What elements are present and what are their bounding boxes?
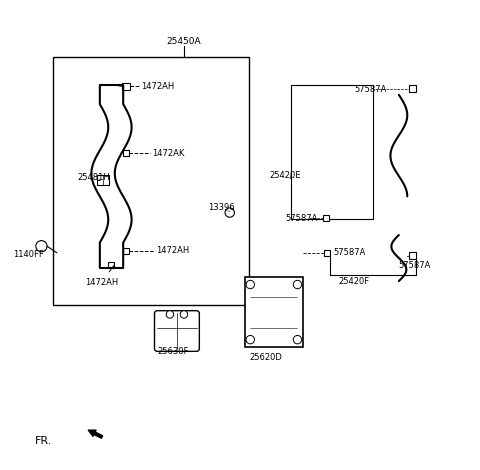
Text: 1472AH: 1472AH xyxy=(156,246,190,255)
Bar xyxy=(409,252,416,259)
Text: 1472AH: 1472AH xyxy=(141,82,174,91)
Text: 1472AK: 1472AK xyxy=(152,149,184,158)
Bar xyxy=(323,215,329,221)
Bar xyxy=(122,83,130,90)
Bar xyxy=(291,86,373,219)
Text: 57587A: 57587A xyxy=(398,261,430,270)
Bar xyxy=(108,262,114,268)
Text: 13396: 13396 xyxy=(208,204,235,212)
Circle shape xyxy=(166,311,174,318)
Circle shape xyxy=(246,280,254,289)
Text: FR.: FR. xyxy=(35,436,52,446)
Text: 25481H: 25481H xyxy=(77,173,110,182)
Text: 57587A: 57587A xyxy=(286,214,318,223)
Text: 25630F: 25630F xyxy=(157,347,189,356)
Circle shape xyxy=(293,280,301,289)
Text: 1472AH: 1472AH xyxy=(85,278,118,287)
FancyBboxPatch shape xyxy=(155,311,199,352)
Text: 1140FF: 1140FF xyxy=(13,250,44,259)
Bar xyxy=(96,175,108,186)
Circle shape xyxy=(225,208,234,217)
Bar xyxy=(53,57,249,305)
Circle shape xyxy=(36,241,47,252)
Text: 25420F: 25420F xyxy=(338,277,369,286)
Text: 57587A: 57587A xyxy=(334,248,366,257)
Circle shape xyxy=(246,336,254,344)
Circle shape xyxy=(180,311,188,318)
Bar xyxy=(245,277,303,347)
Text: 25450A: 25450A xyxy=(167,37,201,46)
Bar xyxy=(123,248,129,254)
Bar xyxy=(123,150,129,156)
Text: 25620D: 25620D xyxy=(249,353,282,362)
Bar xyxy=(324,250,330,256)
Bar xyxy=(409,86,416,93)
Circle shape xyxy=(293,336,301,344)
Text: 57587A: 57587A xyxy=(354,85,387,94)
Text: 25420E: 25420E xyxy=(269,171,300,180)
